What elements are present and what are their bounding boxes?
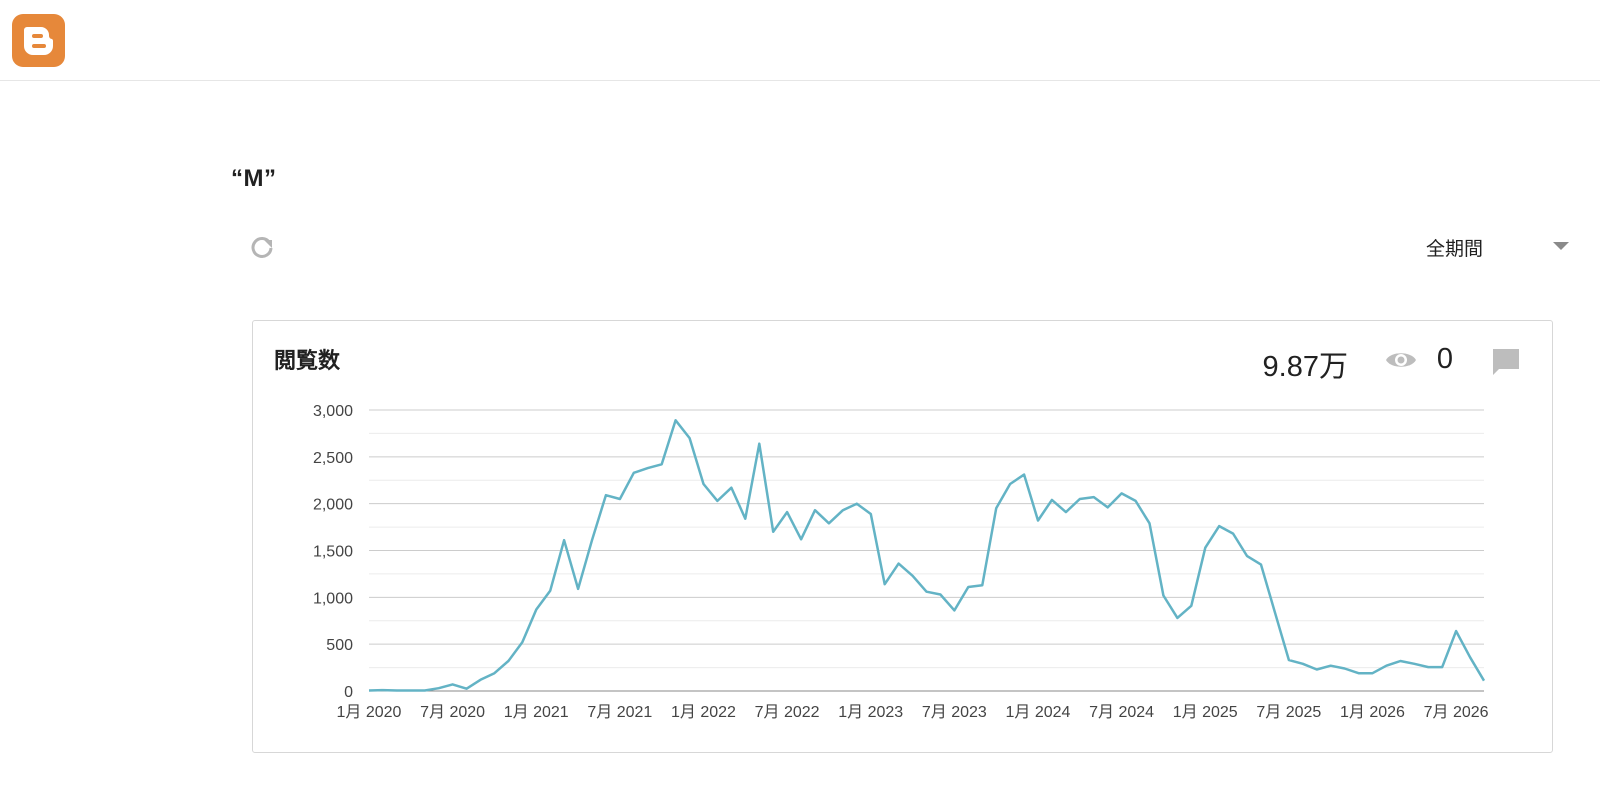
views-card: 閲覧数 9.87万 0 0 500 1,000 1,500 2,000 2,500 3,00… — [252, 320, 1553, 753]
y-tick-label: 500 — [326, 637, 353, 654]
y-tick-label: 3,000 — [313, 403, 353, 420]
comments-count: 0 — [1436, 343, 1453, 375]
top-bar — [0, 0, 1600, 81]
y-tick-label: 2,500 — [313, 450, 353, 467]
x-tick-label: 1月 2021 — [504, 704, 569, 721]
x-tick-label: 7月 2025 — [1256, 704, 1321, 721]
x-tick-label: 7月 2022 — [755, 704, 820, 721]
views-series-line — [368, 419, 1486, 692]
x-tick-label: 7月 2024 — [1089, 704, 1154, 721]
x-tick-label: 7月 2023 — [922, 704, 987, 721]
period-label: 全期間 — [1426, 239, 1484, 260]
views-count: 9.87万 — [1262, 351, 1348, 383]
caret-down-icon — [1553, 242, 1569, 250]
period-dropdown[interactable]: 全期間 — [1418, 228, 1574, 264]
x-tick-label: 1月 2023 — [838, 704, 903, 721]
refresh-icon[interactable] — [248, 233, 276, 261]
y-tick-label: 1,000 — [313, 590, 353, 607]
x-tick-label: 1月 2024 — [1006, 704, 1071, 721]
x-tick-label: 1月 2020 — [337, 704, 402, 721]
x-tick-label: 1月 2026 — [1340, 704, 1405, 721]
card-title: 閲覧数 — [274, 348, 341, 373]
views-line-chart: 0 500 1,000 1,500 2,000 2,500 3,000 1月 2020 7月 2… — [313, 403, 1489, 721]
x-tick-label: 7月 2021 — [587, 704, 652, 721]
comment-icon — [1491, 347, 1521, 377]
eye-icon — [1385, 348, 1417, 372]
x-tick-label: 7月 2026 — [1424, 704, 1489, 721]
post-title: “M” — [231, 165, 277, 192]
y-tick-label: 1,500 — [313, 544, 353, 561]
y-tick-label: 0 — [344, 684, 353, 701]
x-tick-label: 1月 2022 — [671, 704, 736, 721]
blogger-logo-icon[interactable] — [12, 14, 65, 67]
x-tick-label: 7月 2020 — [420, 704, 485, 721]
x-tick-label: 1月 2025 — [1173, 704, 1238, 721]
y-tick-label: 2,000 — [313, 497, 353, 514]
